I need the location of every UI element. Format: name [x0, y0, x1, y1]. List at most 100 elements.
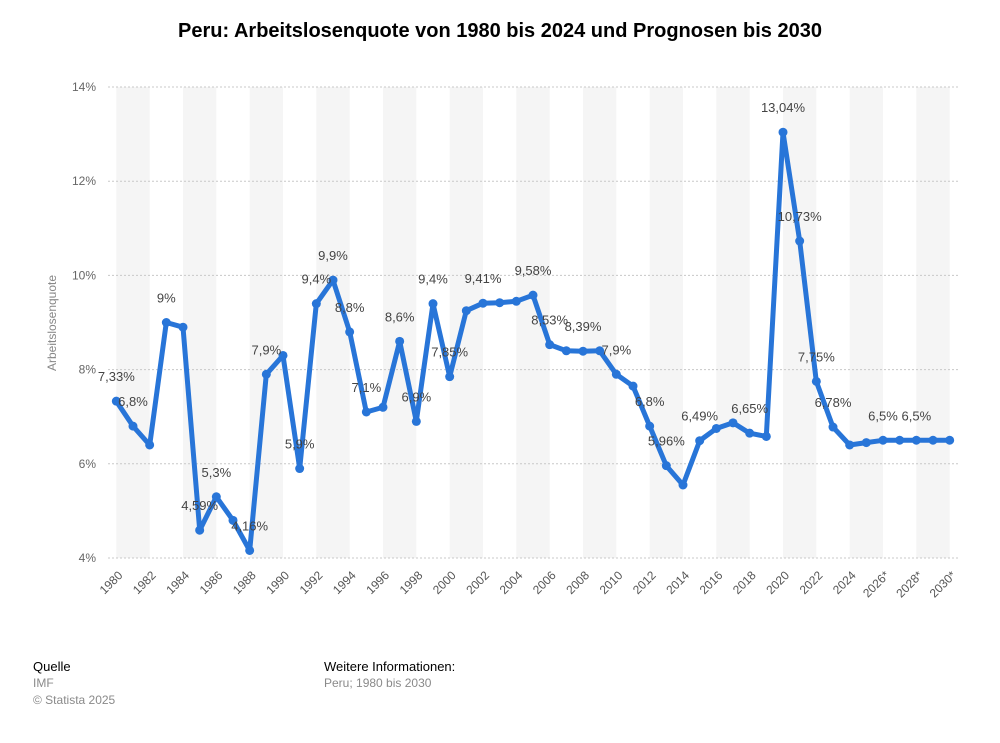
- data-point[interactable]: [445, 372, 455, 382]
- data-label: 5,3%: [202, 465, 232, 480]
- data-point[interactable]: [761, 431, 771, 441]
- data-point[interactable]: [695, 436, 705, 446]
- data-point[interactable]: [261, 369, 271, 379]
- data-label: 7,1%: [352, 380, 382, 395]
- data-point[interactable]: [178, 322, 188, 332]
- background-band: [449, 87, 483, 558]
- data-point[interactable]: [195, 525, 205, 535]
- data-point[interactable]: [795, 236, 805, 246]
- data-point[interactable]: [378, 402, 388, 412]
- data-label: 7,9%: [602, 342, 632, 357]
- data-label: 8,53%: [531, 313, 568, 328]
- x-tick-label: 2026*: [860, 568, 892, 600]
- x-tick-label: 1982: [130, 568, 159, 597]
- x-tick-label: 2022: [797, 568, 826, 597]
- data-label: 6,5%: [868, 408, 898, 423]
- data-point[interactable]: [628, 381, 638, 391]
- y-tick-label: 6%: [79, 457, 97, 471]
- x-tick-label: 2004: [497, 568, 526, 597]
- data-point[interactable]: [578, 346, 588, 356]
- data-label: 9,41%: [465, 271, 502, 286]
- data-point[interactable]: [278, 350, 288, 360]
- data-point[interactable]: [728, 418, 738, 428]
- data-point[interactable]: [295, 464, 305, 474]
- data-point[interactable]: [611, 369, 621, 379]
- x-tick-label: 1980: [97, 568, 126, 597]
- y-tick-label: 4%: [79, 551, 97, 565]
- x-tick-label: 2028*: [893, 568, 925, 600]
- data-point[interactable]: [211, 492, 221, 502]
- data-point[interactable]: [595, 346, 605, 356]
- chart-title: Peru: Arbeitslosenquote von 1980 bis 202…: [178, 20, 822, 42]
- x-tick-label: 1998: [397, 568, 426, 597]
- data-point[interactable]: [878, 435, 888, 445]
- background-band: [583, 87, 617, 558]
- data-point[interactable]: [711, 423, 721, 433]
- x-tick-label: 1986: [197, 568, 226, 597]
- data-label: 7,9%: [252, 342, 282, 357]
- x-tick-label: 2010: [597, 568, 626, 597]
- data-point[interactable]: [945, 435, 955, 445]
- data-label: 9,4%: [302, 272, 332, 287]
- data-label: 9,4%: [418, 272, 448, 287]
- y-tick-label: 10%: [72, 268, 96, 282]
- data-point[interactable]: [161, 318, 171, 327]
- data-label: 9%: [157, 291, 176, 306]
- x-tick-label: 1990: [263, 568, 292, 597]
- data-points: [111, 127, 955, 555]
- y-axis-ticks: 4% 6% 8% 10% 12% 14%: [72, 80, 96, 565]
- data-label: 8,8%: [335, 300, 365, 315]
- data-point[interactable]: [778, 127, 788, 137]
- data-point[interactable]: [645, 421, 655, 431]
- background-band: [183, 87, 217, 558]
- x-tick-label: 1988: [230, 568, 259, 597]
- data-point[interactable]: [561, 346, 571, 356]
- data-label: 5,96%: [648, 434, 685, 449]
- background-band: [116, 87, 150, 558]
- data-point[interactable]: [361, 407, 371, 417]
- data-point[interactable]: [895, 435, 905, 445]
- background-band: [849, 87, 883, 558]
- y-tick-label: 14%: [72, 80, 96, 94]
- data-label: 9,9%: [318, 248, 348, 263]
- data-label: 7,75%: [798, 349, 835, 364]
- data-point[interactable]: [145, 440, 155, 450]
- source-block: Quelle IMF © Statista 2025: [33, 658, 115, 709]
- x-tick-label: 2030*: [927, 568, 959, 600]
- data-point[interactable]: [461, 306, 471, 316]
- data-point[interactable]: [245, 545, 255, 555]
- data-point[interactable]: [545, 340, 555, 350]
- data-point[interactable]: [111, 396, 121, 406]
- data-point[interactable]: [345, 327, 355, 337]
- data-point[interactable]: [328, 275, 338, 285]
- data-point[interactable]: [845, 440, 855, 450]
- info-heading: Weitere Informationen:: [324, 659, 456, 674]
- data-point[interactable]: [478, 298, 488, 308]
- data-point[interactable]: [528, 290, 538, 300]
- x-tick-label: 2024: [830, 568, 859, 597]
- data-point[interactable]: [311, 299, 321, 309]
- y-tick-label: 8%: [79, 363, 97, 377]
- data-point[interactable]: [745, 428, 755, 438]
- data-point[interactable]: [811, 376, 821, 386]
- data-point[interactable]: [511, 296, 521, 306]
- data-label: 6,8%: [118, 394, 148, 409]
- data-point[interactable]: [661, 461, 671, 471]
- data-point[interactable]: [228, 515, 238, 525]
- gridlines: [108, 86, 958, 559]
- data-point[interactable]: [428, 299, 438, 309]
- x-tick-label: 2018: [730, 568, 759, 597]
- x-tick-label: 2008: [563, 568, 592, 597]
- data-point[interactable]: [911, 435, 921, 445]
- data-point[interactable]: [928, 435, 938, 445]
- data-point[interactable]: [411, 416, 421, 426]
- data-label: 6,78%: [815, 395, 852, 410]
- data-label: 6,5%: [902, 408, 932, 423]
- data-point[interactable]: [828, 422, 838, 432]
- data-point[interactable]: [861, 438, 871, 448]
- data-point[interactable]: [678, 480, 688, 490]
- data-point[interactable]: [395, 336, 405, 346]
- data-label: 8,39%: [565, 319, 602, 334]
- data-point[interactable]: [128, 421, 138, 431]
- data-point[interactable]: [495, 298, 505, 308]
